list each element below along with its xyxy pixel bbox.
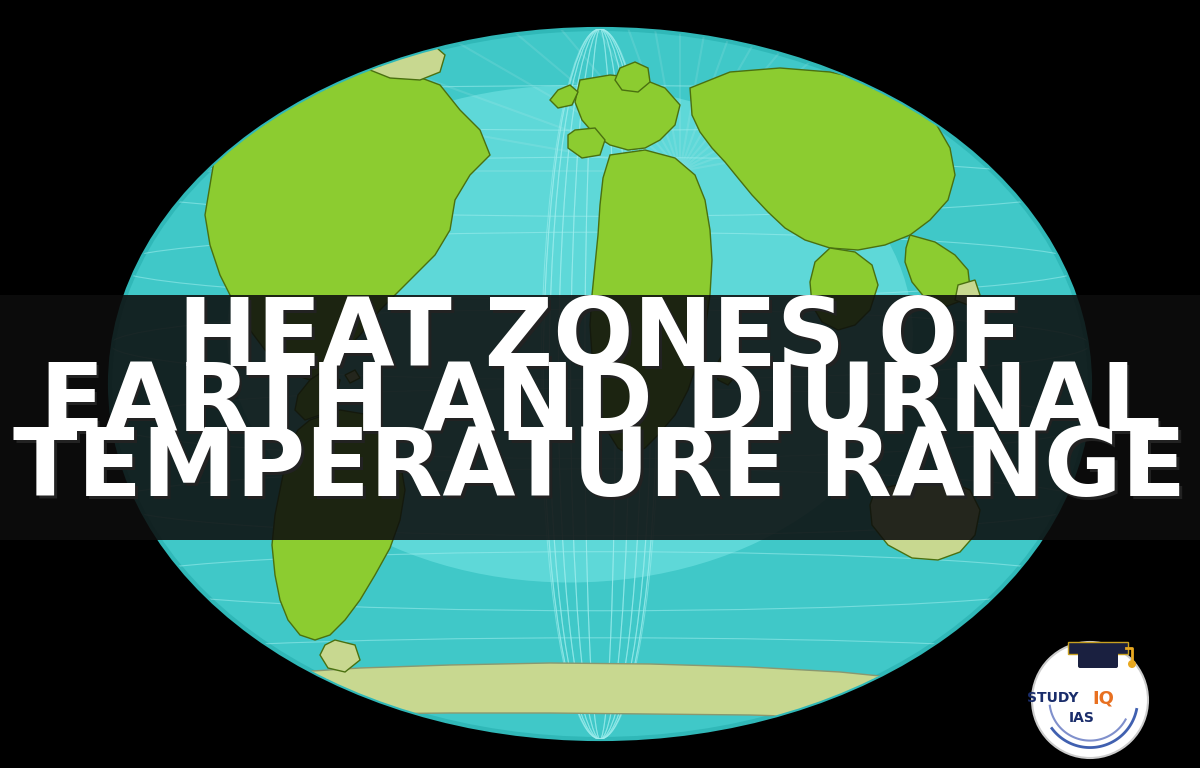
Polygon shape	[295, 370, 340, 420]
Polygon shape	[320, 640, 360, 672]
Ellipse shape	[227, 85, 913, 582]
Circle shape	[1128, 660, 1136, 668]
Polygon shape	[715, 348, 738, 385]
Text: IAS: IAS	[1069, 711, 1094, 725]
Bar	[0, 295, 1200, 540]
Text: TEMPERATURE RANGE: TEMPERATURE RANGE	[13, 424, 1187, 516]
Text: EARTH AND DIURNAL: EARTH AND DIURNAL	[42, 362, 1164, 454]
Text: HEAT ZONES OF: HEAT ZONES OF	[178, 294, 1022, 386]
Polygon shape	[272, 410, 406, 640]
Text: HEAT ZONES OF: HEAT ZONES OF	[181, 297, 1025, 389]
Polygon shape	[365, 365, 378, 375]
Polygon shape	[810, 248, 878, 330]
Text: STUDY: STUDY	[1026, 691, 1078, 705]
Polygon shape	[955, 280, 980, 305]
Polygon shape	[616, 62, 650, 92]
Text: EARTH AND DIURNAL: EARTH AND DIURNAL	[40, 359, 1160, 451]
Polygon shape	[575, 75, 680, 150]
Polygon shape	[905, 235, 970, 308]
Polygon shape	[590, 150, 712, 455]
Circle shape	[1032, 642, 1148, 758]
Polygon shape	[550, 85, 578, 108]
Polygon shape	[568, 128, 605, 158]
Text: IQ: IQ	[1092, 689, 1114, 707]
Text: TEMPERATURE RANGE: TEMPERATURE RANGE	[17, 427, 1189, 519]
FancyBboxPatch shape	[1068, 642, 1128, 654]
FancyBboxPatch shape	[1078, 650, 1118, 668]
Polygon shape	[690, 68, 955, 250]
Polygon shape	[365, 40, 445, 80]
Polygon shape	[346, 370, 360, 383]
Polygon shape	[205, 60, 490, 380]
Polygon shape	[140, 663, 970, 720]
Ellipse shape	[110, 29, 1090, 739]
Polygon shape	[870, 480, 980, 560]
